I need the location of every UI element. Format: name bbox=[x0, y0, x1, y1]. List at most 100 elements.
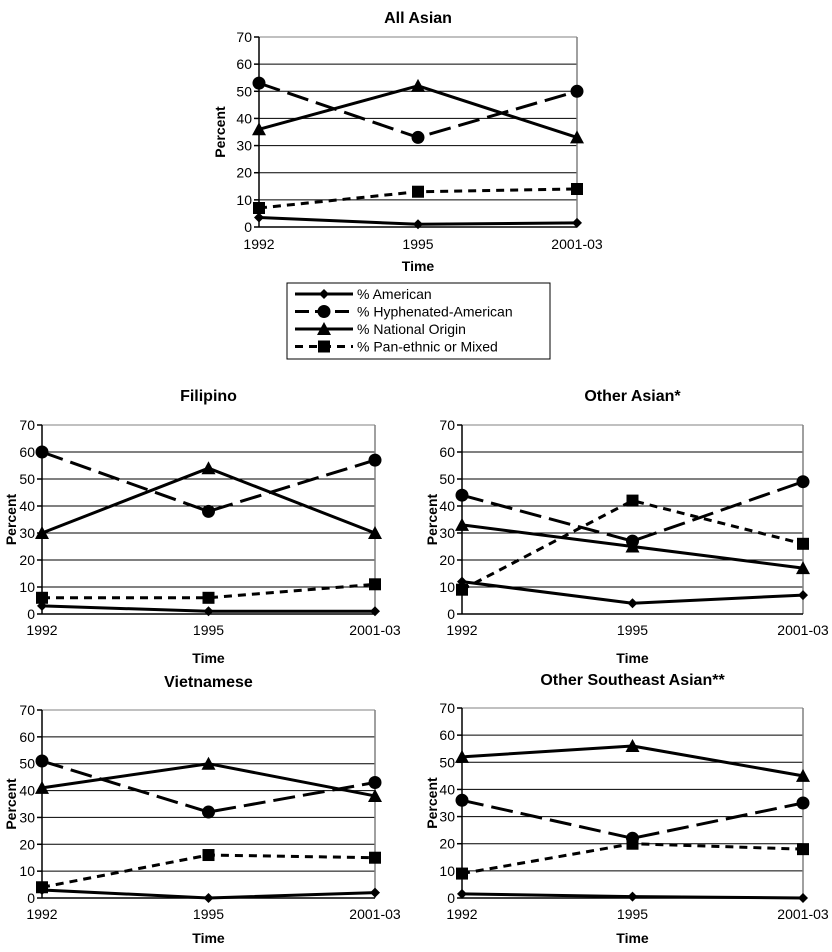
legend-label-american: % American bbox=[357, 286, 432, 302]
legend-marker-american bbox=[319, 289, 329, 299]
data-point-american bbox=[798, 893, 808, 903]
data-point-american bbox=[413, 219, 423, 230]
x-axis-label: Time bbox=[616, 930, 649, 946]
series-line-hyphenated bbox=[461, 798, 804, 840]
x-tick-label: 1995 bbox=[402, 236, 433, 252]
x-tick-label: 1995 bbox=[617, 622, 648, 638]
x-tick-label: 1992 bbox=[243, 236, 274, 252]
x-axis-label: Time bbox=[616, 650, 649, 666]
x-tick-label: 1992 bbox=[26, 906, 57, 922]
data-point-hyphenated bbox=[368, 776, 382, 790]
data-point-panethnic bbox=[202, 849, 215, 862]
data-point-hyphenated bbox=[202, 805, 215, 819]
data-point-hyphenated bbox=[455, 488, 469, 502]
data-point-national bbox=[368, 526, 382, 539]
data-point-national bbox=[368, 788, 382, 802]
legend-label-hyphenated: % Hyphenated-American bbox=[357, 304, 513, 320]
data-point-panethnic bbox=[369, 851, 381, 864]
y-tick-label: 0 bbox=[27, 606, 35, 622]
x-tick-label: 2001-03 bbox=[551, 236, 603, 252]
series-hyphenated bbox=[35, 445, 382, 518]
chart-title: Vietnamese bbox=[164, 674, 253, 691]
y-tick-label: 30 bbox=[439, 525, 455, 541]
y-tick-label: 0 bbox=[447, 890, 455, 906]
data-point-american bbox=[203, 893, 214, 903]
data-point-panethnic bbox=[626, 494, 639, 507]
charts-group: 0 10 20 30 40 50 60 70 1992 1995 2001-03 All Asian T… bbox=[3, 10, 829, 946]
y-tick-label: 10 bbox=[236, 192, 252, 208]
y-tick-label: 50 bbox=[439, 471, 455, 487]
y-tick-label: 50 bbox=[439, 754, 455, 770]
y-axis-label: Percent bbox=[424, 493, 440, 545]
y-tick-label: 70 bbox=[19, 417, 35, 433]
series-hyphenated bbox=[252, 76, 584, 144]
data-point-american bbox=[572, 217, 582, 228]
series-national bbox=[455, 517, 810, 575]
series-line-national bbox=[41, 466, 376, 535]
series-national bbox=[35, 461, 382, 539]
x-tick-label: 2001-03 bbox=[777, 622, 829, 638]
y-tick-label: 60 bbox=[439, 444, 455, 460]
series-american bbox=[254, 212, 582, 230]
series-line-hyphenated bbox=[41, 759, 376, 814]
data-point-hyphenated bbox=[411, 130, 425, 144]
x-tick-label: 2001-03 bbox=[349, 622, 401, 638]
series-american bbox=[37, 884, 380, 903]
y-axis-label: Percent bbox=[3, 778, 19, 830]
data-point-american bbox=[254, 212, 264, 223]
legend-marker-panethnic bbox=[318, 340, 330, 353]
x-tick-label: 1992 bbox=[446, 622, 477, 638]
series-line-national bbox=[258, 84, 578, 139]
series-american bbox=[457, 888, 808, 903]
series-panethnic bbox=[253, 183, 583, 214]
x-axis-label: Time bbox=[192, 930, 225, 946]
chart-2: 0 10 20 30 40 50 60 70 1992 1995 2001-03 Other Asia… bbox=[424, 388, 829, 666]
y-tick-label: 20 bbox=[19, 836, 35, 852]
data-point-panethnic bbox=[36, 591, 48, 604]
legend-marker-national bbox=[317, 322, 331, 335]
data-point-national bbox=[411, 78, 425, 92]
data-point-national bbox=[570, 130, 584, 144]
chart-4: 0 10 20 30 40 50 60 70 1992 1995 2001-03 Other Sout… bbox=[424, 672, 829, 946]
series-panethnic bbox=[456, 837, 809, 880]
y-axis-label: Percent bbox=[424, 777, 440, 829]
y-axis-label: Percent bbox=[212, 106, 228, 158]
data-point-national bbox=[201, 756, 216, 770]
series-american bbox=[457, 576, 808, 609]
y-tick-label: 10 bbox=[19, 579, 35, 595]
chart-0: 0 10 20 30 40 50 60 70 1992 1995 2001-03 All Asian T… bbox=[212, 10, 603, 274]
y-tick-label: 0 bbox=[244, 219, 252, 235]
x-tick-label: 1992 bbox=[26, 622, 57, 638]
data-point-hyphenated bbox=[570, 84, 584, 98]
data-point-hyphenated bbox=[455, 793, 469, 807]
y-tick-label: 10 bbox=[19, 863, 35, 879]
data-point-national bbox=[796, 561, 810, 575]
data-point-panethnic bbox=[797, 843, 809, 856]
y-tick-label: 40 bbox=[439, 498, 455, 514]
legend: % American % Hyphenated-American% Nationa… bbox=[286, 282, 551, 360]
legend-label-panethnic: % Pan-ethnic or Mixed bbox=[357, 339, 498, 355]
data-point-hyphenated bbox=[35, 445, 49, 459]
y-tick-label: 30 bbox=[236, 138, 252, 154]
y-tick-label: 50 bbox=[19, 756, 35, 772]
data-point-national bbox=[252, 122, 266, 136]
chart-title: Filipino bbox=[180, 388, 237, 405]
y-tick-label: 60 bbox=[236, 56, 252, 72]
data-point-national bbox=[625, 539, 640, 553]
data-point-hyphenated bbox=[796, 796, 810, 810]
y-tick-label: 70 bbox=[236, 29, 252, 45]
data-point-panethnic bbox=[412, 185, 424, 198]
series-panethnic bbox=[36, 849, 381, 894]
series-hyphenated bbox=[455, 475, 810, 548]
series-line-hyphenated bbox=[41, 450, 376, 513]
data-point-american bbox=[627, 598, 638, 609]
y-tick-label: 40 bbox=[236, 110, 252, 126]
data-point-panethnic bbox=[253, 202, 265, 214]
data-point-panethnic bbox=[797, 537, 809, 550]
y-tick-label: 70 bbox=[439, 417, 455, 433]
data-point-hyphenated bbox=[368, 453, 382, 467]
chart-1: 0 10 20 30 40 50 60 70 1992 1995 2001-03 Filipino Ti… bbox=[3, 388, 401, 666]
chart-3: 0 10 20 30 40 50 60 70 1992 1995 2001-03 Vietnamese… bbox=[3, 674, 401, 946]
y-tick-label: 20 bbox=[19, 552, 35, 568]
